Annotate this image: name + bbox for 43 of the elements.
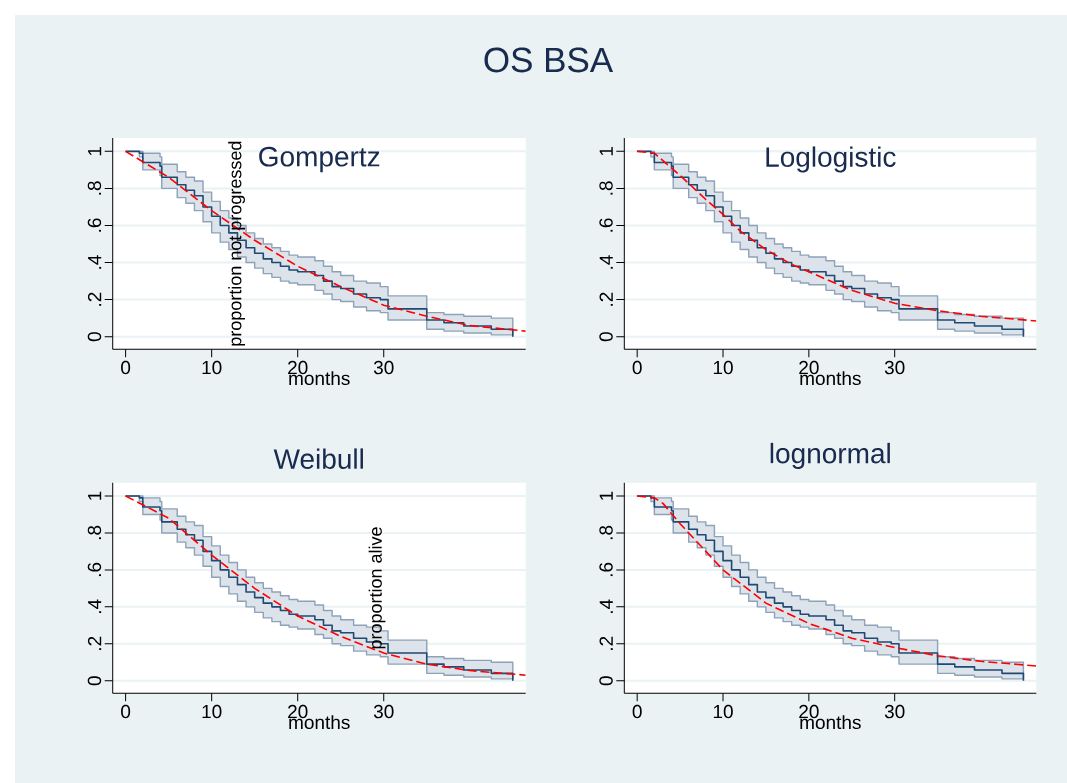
y-tick-label: .8	[87, 181, 102, 195]
y-tick-label: .2	[599, 292, 613, 306]
y-tick-label: .8	[599, 525, 613, 540]
y-tick-label: .2	[87, 636, 102, 650]
chart-title: Weibull	[273, 448, 363, 469]
y-tick-label: .6	[599, 218, 613, 232]
x-tick-label: 30	[373, 704, 394, 719]
x-tick-label: 10	[713, 360, 733, 375]
y-tick-label: 1	[599, 146, 613, 156]
x-tick-label: 10	[202, 704, 222, 719]
x-tick-label: 30	[884, 704, 905, 719]
y-tick-label: .6	[87, 218, 102, 232]
text: OS BSA	[484, 47, 614, 73]
y-tick-label: .8	[599, 181, 613, 195]
x-tick-label: 30	[373, 360, 394, 375]
y-tick-label: 1	[88, 146, 102, 156]
x-tick-label: 30	[884, 360, 905, 375]
annotation: proportion not progressed	[228, 141, 245, 346]
y-tick-label: .6	[87, 562, 102, 577]
y-tick-label: .8	[87, 525, 102, 540]
x-tick-label: 10	[202, 360, 222, 375]
y-tick-label: .6	[599, 562, 613, 577]
y-tick-label: 0	[87, 332, 102, 342]
y-tick-label: .4	[88, 599, 102, 614]
y-tick-label: .2	[87, 292, 102, 306]
y-tick-label: .4	[599, 255, 613, 269]
y-tick-label: 0	[599, 332, 613, 342]
chart-title: Gompertz	[259, 146, 380, 173]
y-tick-label: 0	[87, 676, 102, 686]
y-tick-label: 1	[88, 491, 102, 500]
annotation: proportion alive	[368, 527, 386, 649]
y-tick-label: .4	[599, 599, 613, 614]
x-tick-label: 0	[121, 360, 131, 375]
x-tick-label: 0	[632, 360, 642, 375]
chart-title: Loglogistic	[766, 146, 896, 173]
x-tick-label: 0	[121, 704, 131, 719]
y-tick-label: 1	[599, 491, 613, 500]
x-tick-label: 0	[632, 704, 642, 719]
y-tick-label: .2	[599, 636, 613, 650]
y-tick-label: .4	[88, 255, 102, 269]
x-tick-label: 10	[713, 704, 733, 719]
y-tick-label: 0	[599, 676, 613, 686]
chart-title: lognormal	[770, 442, 890, 469]
